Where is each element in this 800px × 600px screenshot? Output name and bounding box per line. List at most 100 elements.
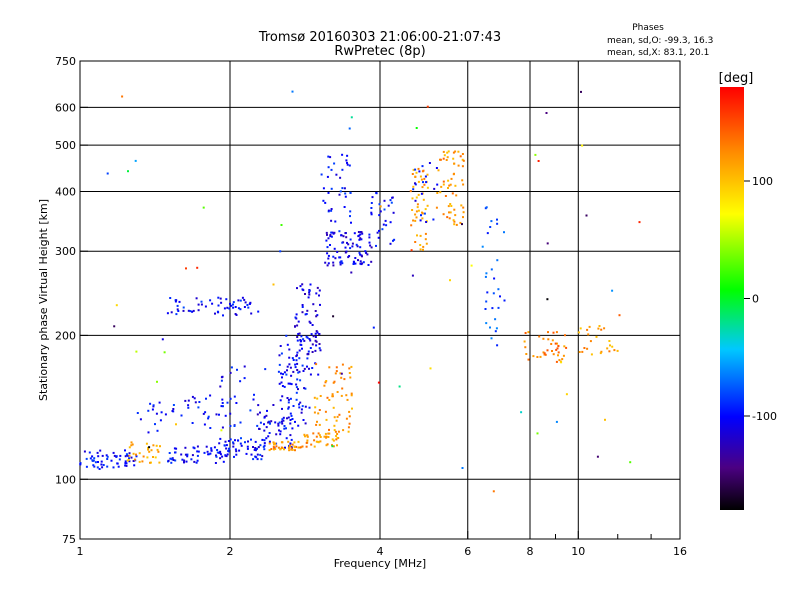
scatter-point xyxy=(112,466,115,469)
scatter-point xyxy=(116,462,119,465)
scatter-point xyxy=(214,312,216,315)
scatter-point xyxy=(281,441,284,444)
scatter-point xyxy=(227,450,230,452)
scatter-point xyxy=(359,237,362,240)
scatter-point xyxy=(238,449,241,452)
scatter-point xyxy=(415,171,418,174)
scatter-point xyxy=(279,345,282,347)
scatter-point xyxy=(101,454,104,457)
scatter-point xyxy=(330,208,333,210)
scatter-point xyxy=(113,454,116,457)
scatter-point xyxy=(240,437,242,440)
scatter-point xyxy=(209,299,212,302)
scatter-point xyxy=(286,343,289,346)
scatter-point xyxy=(304,405,307,408)
scatter-point xyxy=(449,183,452,186)
scatter-point xyxy=(360,238,363,241)
scatter-point xyxy=(485,322,488,325)
scatter-point xyxy=(196,445,199,448)
scatter-point xyxy=(547,331,549,334)
scatter-point xyxy=(414,168,417,171)
scatter-point xyxy=(302,419,305,421)
scatter-point xyxy=(351,407,353,410)
scatter-point xyxy=(185,267,187,270)
scatter-point xyxy=(450,205,453,207)
scatter-point xyxy=(419,234,422,237)
scatter-point xyxy=(367,264,370,266)
scatter-point xyxy=(333,429,336,432)
scatter-point xyxy=(305,313,308,315)
scatter-point xyxy=(322,187,325,190)
scatter-point xyxy=(331,395,334,398)
scatter-point xyxy=(551,350,553,352)
scatter-point xyxy=(421,186,424,189)
scatter-point xyxy=(454,184,457,187)
scatter-point xyxy=(348,415,351,418)
scatter-point xyxy=(216,449,219,451)
scatter-point xyxy=(328,399,331,401)
scatter-point xyxy=(370,246,373,249)
scatter-point xyxy=(433,187,436,190)
scatter-point xyxy=(257,404,260,407)
scatter-point xyxy=(319,303,321,306)
scatter-point xyxy=(280,352,283,355)
scatter-point xyxy=(536,356,539,358)
scatter-point xyxy=(133,464,136,467)
scatter-point xyxy=(499,295,501,298)
scatter-point xyxy=(448,184,451,187)
scatter-point xyxy=(440,185,443,188)
scatter-point xyxy=(490,220,493,223)
scatter-point xyxy=(215,413,218,416)
scatter-point xyxy=(330,187,333,190)
scatter-point xyxy=(296,351,299,354)
scatter-point xyxy=(412,219,415,222)
scatter-point xyxy=(346,241,348,244)
scatter-point xyxy=(91,455,94,458)
scatter-point xyxy=(419,219,422,222)
scatter-point xyxy=(279,430,282,433)
scatter-point xyxy=(345,159,348,162)
scatter-point xyxy=(157,450,160,453)
scatter-point xyxy=(332,264,335,267)
scatter-point xyxy=(326,252,329,255)
scatter-point xyxy=(312,335,315,338)
scatter-point xyxy=(287,401,290,404)
scatter-point xyxy=(496,222,499,225)
scatter-point xyxy=(446,216,449,219)
scatter-point xyxy=(496,259,499,262)
scatter-point xyxy=(503,299,506,302)
scatter-point xyxy=(147,448,150,451)
scatter-point xyxy=(419,244,422,246)
scatter-point xyxy=(252,458,255,461)
scatter-point xyxy=(131,443,134,446)
scatter-point xyxy=(239,421,242,424)
scatter-point xyxy=(306,365,308,368)
scatter-point xyxy=(265,414,268,417)
scatter-point xyxy=(318,294,320,297)
scatter-point xyxy=(287,416,290,419)
scatter-point xyxy=(314,406,317,409)
scatter-point xyxy=(83,450,86,453)
scatter-point xyxy=(93,465,96,468)
scatter-point xyxy=(332,315,335,318)
scatter-point xyxy=(270,448,273,450)
scatter-point xyxy=(263,448,266,451)
scatter-point xyxy=(551,339,554,342)
scatter-point xyxy=(279,433,282,436)
scatter-point xyxy=(344,192,347,195)
scatter-point xyxy=(417,209,420,212)
scatter-point xyxy=(181,458,184,461)
scatter-point xyxy=(322,199,325,202)
y-tick-label: 75 xyxy=(62,533,76,546)
scatter-point xyxy=(560,361,563,364)
scatter-point xyxy=(375,192,378,195)
scatter-point xyxy=(318,347,321,350)
scatter-point xyxy=(558,359,561,362)
scatter-point xyxy=(184,453,187,456)
scatter-point xyxy=(587,333,590,336)
scatter-point xyxy=(261,455,264,458)
scatter-point xyxy=(151,408,154,411)
scatter-point xyxy=(331,444,333,447)
scatter-point xyxy=(118,458,121,461)
scatter-point xyxy=(357,235,360,238)
